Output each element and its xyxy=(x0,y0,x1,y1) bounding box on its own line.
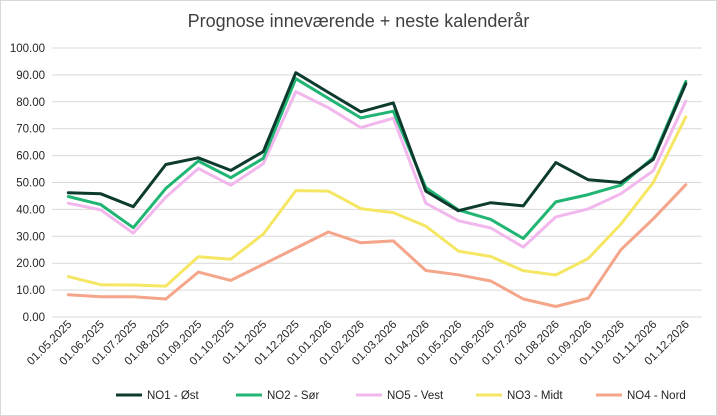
y-tick-label: 40.00 xyxy=(16,204,45,216)
legend-label: NO2 - Sør xyxy=(267,390,320,402)
y-tick-label: 90.00 xyxy=(16,70,45,82)
y-tick-label: 100.00 xyxy=(10,43,45,55)
legend-label: NO5 - Vest xyxy=(387,390,444,402)
y-tick-label: 30.00 xyxy=(16,231,45,243)
series-line-no4-nord xyxy=(66,183,688,308)
series-line-no1-st xyxy=(66,71,688,213)
y-tick-label: 20.00 xyxy=(16,258,45,270)
legend-label: NO3 - Midt xyxy=(507,390,563,402)
y-tick-label: 70.00 xyxy=(16,124,45,136)
legend-label: NO4 - Nord xyxy=(627,390,686,402)
series-line-no3-midt xyxy=(66,115,688,288)
y-tick-label: 0.00 xyxy=(23,312,45,324)
legend-label: NO1 - Øst xyxy=(147,390,200,402)
series-line-no2-s-r xyxy=(66,77,688,240)
y-tick-label: 60.00 xyxy=(16,151,45,163)
series-line-no5-vest xyxy=(66,90,688,249)
y-tick-label: 10.00 xyxy=(16,285,45,297)
chart-title: Prognose inneværende + neste kalenderår xyxy=(187,11,530,31)
y-tick-label: 50.00 xyxy=(16,178,45,190)
y-tick-label: 80.00 xyxy=(16,97,45,109)
